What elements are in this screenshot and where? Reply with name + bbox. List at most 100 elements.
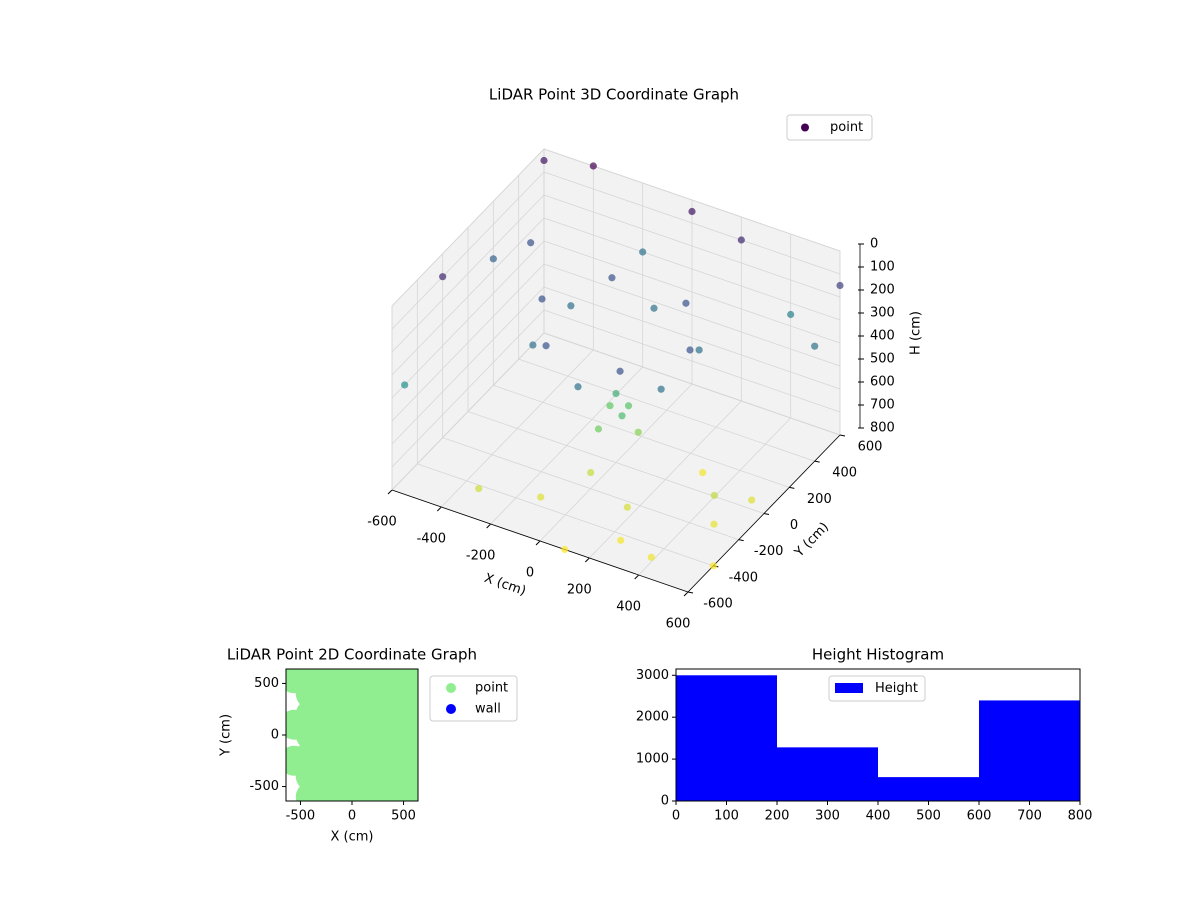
legend-box (786, 114, 873, 141)
legend-marker (835, 683, 863, 693)
y-tick-label: 400 (832, 466, 857, 481)
point (401, 381, 409, 389)
point (587, 468, 595, 477)
bar (979, 700, 1080, 801)
grid-line (391, 171, 545, 330)
z-axis-label: H (cm) (909, 311, 924, 355)
grid-line (543, 309, 841, 413)
point (699, 469, 707, 477)
bar (777, 747, 878, 801)
point (378, 761, 409, 792)
x-tick-label: -200 (466, 549, 496, 564)
point (316, 761, 347, 792)
point (682, 299, 690, 307)
x-tick-label: 100 (714, 809, 739, 824)
y-tick-label: 3000 (636, 668, 669, 683)
grid-line (543, 217, 841, 321)
z-tick-label: 200 (870, 283, 895, 298)
point (337, 761, 367, 792)
point (286, 709, 310, 740)
x-tick (436, 506, 442, 512)
chart-title: Height Histogram (812, 646, 944, 664)
point (574, 383, 582, 391)
x-tick (535, 540, 541, 546)
y-axis-label: Y (cm) (219, 714, 234, 757)
point (623, 503, 631, 511)
y-tick-label: -200 (754, 544, 784, 559)
point (286, 745, 310, 776)
point (537, 493, 545, 501)
grid-line (391, 309, 545, 468)
grid-line (391, 263, 545, 422)
x-tick-label: -400 (417, 532, 447, 547)
point (589, 162, 597, 170)
point (378, 720, 409, 750)
point (634, 428, 642, 436)
y-tick-label: -500 (249, 779, 279, 794)
y-tick-label: -600 (703, 597, 733, 612)
x-tick-label: 500 (916, 809, 941, 824)
point (337, 740, 367, 771)
y-tick-label: 1000 (636, 752, 669, 767)
grid-line (543, 286, 841, 390)
grid-line (543, 194, 841, 298)
point (337, 699, 367, 730)
points (401, 156, 844, 570)
z-tick-label: 800 (870, 421, 895, 436)
x-tick-label: 0 (672, 809, 680, 824)
point (286, 669, 310, 694)
point (378, 678, 409, 709)
legend-label: Height (875, 681, 918, 696)
point (538, 295, 546, 303)
point (337, 720, 367, 750)
grid-line (417, 463, 714, 567)
grid-line (543, 332, 841, 436)
grid-line (391, 148, 545, 307)
point (787, 310, 795, 319)
point (594, 425, 603, 433)
x-tick-label: 400 (616, 600, 641, 615)
point (357, 720, 388, 750)
z-tick-label: 0 (870, 237, 878, 252)
x-tick-label: 600 (967, 809, 992, 824)
legend-label: point (475, 681, 508, 696)
grid-line (391, 240, 545, 399)
point (316, 740, 347, 771)
x-tick (486, 523, 492, 529)
x-tick-label: 800 (1068, 809, 1093, 824)
point (540, 156, 548, 165)
point (710, 520, 718, 528)
point (688, 207, 696, 216)
point (489, 255, 497, 263)
point (695, 346, 703, 354)
x-tick-label: 700 (1017, 809, 1042, 824)
x-tick-label: 400 (866, 809, 891, 824)
point (612, 389, 620, 398)
grid-line (391, 286, 545, 445)
grid-line (543, 263, 841, 367)
y-tick-label: 2000 (636, 710, 669, 725)
z-tick-label: 300 (870, 306, 895, 321)
y-tick (814, 460, 820, 463)
point (650, 304, 658, 312)
point (567, 302, 575, 310)
grid-line (493, 384, 790, 488)
grid-line (543, 240, 841, 344)
x-tick-label: 500 (391, 809, 416, 824)
y-tick (687, 591, 694, 594)
y-tick-label: -400 (729, 570, 759, 585)
bar (878, 777, 979, 801)
legend-marker (446, 704, 456, 714)
point (542, 342, 550, 350)
grid-line (391, 217, 545, 376)
z-tick-label: 700 (870, 398, 895, 413)
x-tick (634, 574, 640, 580)
bar (676, 675, 777, 801)
point (608, 274, 616, 282)
y-tick-label: 0 (790, 518, 798, 533)
x-tick-label: 0 (526, 566, 534, 581)
x-tick-label: -500 (286, 809, 316, 824)
point (378, 699, 409, 730)
point (616, 367, 624, 375)
point (737, 236, 745, 244)
